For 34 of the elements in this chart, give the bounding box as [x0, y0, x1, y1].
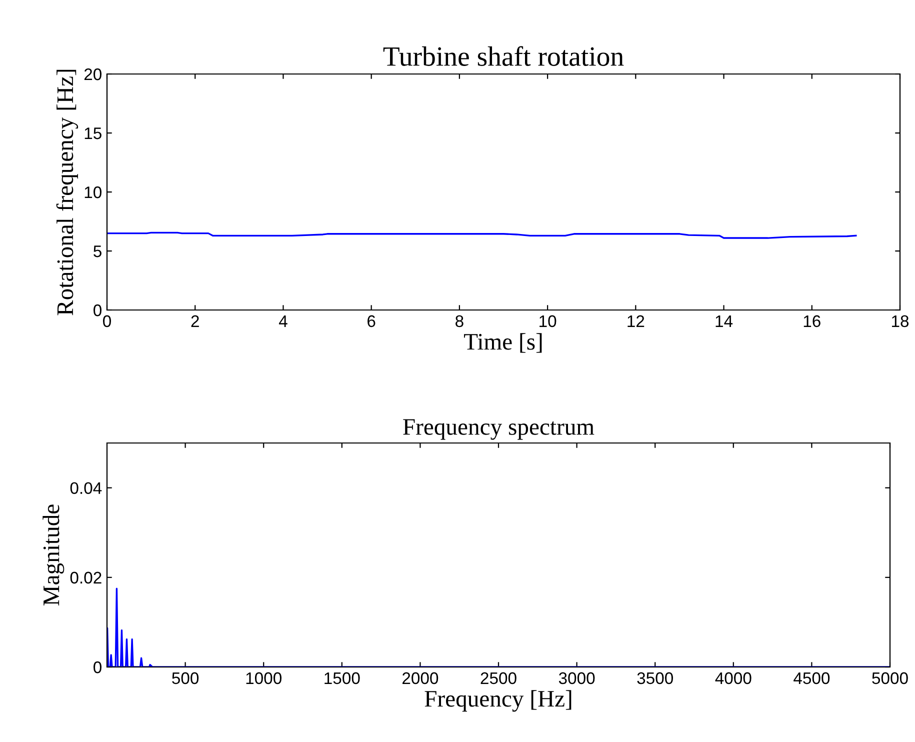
x-tick-label: 3000 — [558, 672, 595, 684]
y-tick-label: 0.04 — [70, 482, 102, 494]
x-tick-label: 500 — [172, 672, 199, 684]
chart-title: Frequency spectrum — [403, 419, 594, 440]
x-tick-label: 4500 — [794, 672, 830, 684]
x-tick-label: 10 — [540, 315, 556, 328]
x-tick-label: 8 — [456, 315, 464, 328]
y-tick-label: 20 — [84, 68, 102, 80]
y-tick-label: 0 — [94, 661, 102, 674]
x-tick-label: 16 — [804, 315, 820, 328]
x-tick-label: 3500 — [637, 672, 673, 684]
x-tick-label: 0 — [103, 315, 111, 328]
y-tick-label: 5 — [94, 246, 102, 258]
x-axis-title: Frequency [Hz] — [424, 690, 572, 712]
x-tick-label: 1500 — [324, 672, 360, 684]
x-tick-label: 4 — [278, 315, 288, 327]
x-tick-label: 6 — [368, 315, 376, 328]
x-tick-label: 2000 — [402, 672, 438, 684]
chart-title: Turbine shaft rotation — [383, 46, 624, 66]
y-axis-title: Rotational frequency [Hz] — [56, 70, 78, 316]
y-tick-label: 10 — [84, 186, 102, 198]
x-tick-label: 5000 — [872, 672, 908, 684]
x-tick-label: 4000 — [715, 672, 752, 684]
x-tick-label: 1000 — [246, 672, 282, 684]
x-tick-label: 18 — [892, 315, 909, 328]
y-tick-label: 0.02 — [70, 572, 102, 584]
y-tick-label: 0 — [94, 304, 102, 316]
x-tick-label: 2 — [191, 315, 199, 327]
y-axis-title: Magnitude — [42, 504, 64, 606]
y-tick-label: 15 — [84, 128, 102, 140]
x-tick-label: 2500 — [480, 672, 516, 684]
x-axis-title: Time [s] — [464, 333, 542, 353]
x-tick-label: 14 — [716, 315, 733, 327]
x-tick-label: 12 — [628, 315, 644, 327]
